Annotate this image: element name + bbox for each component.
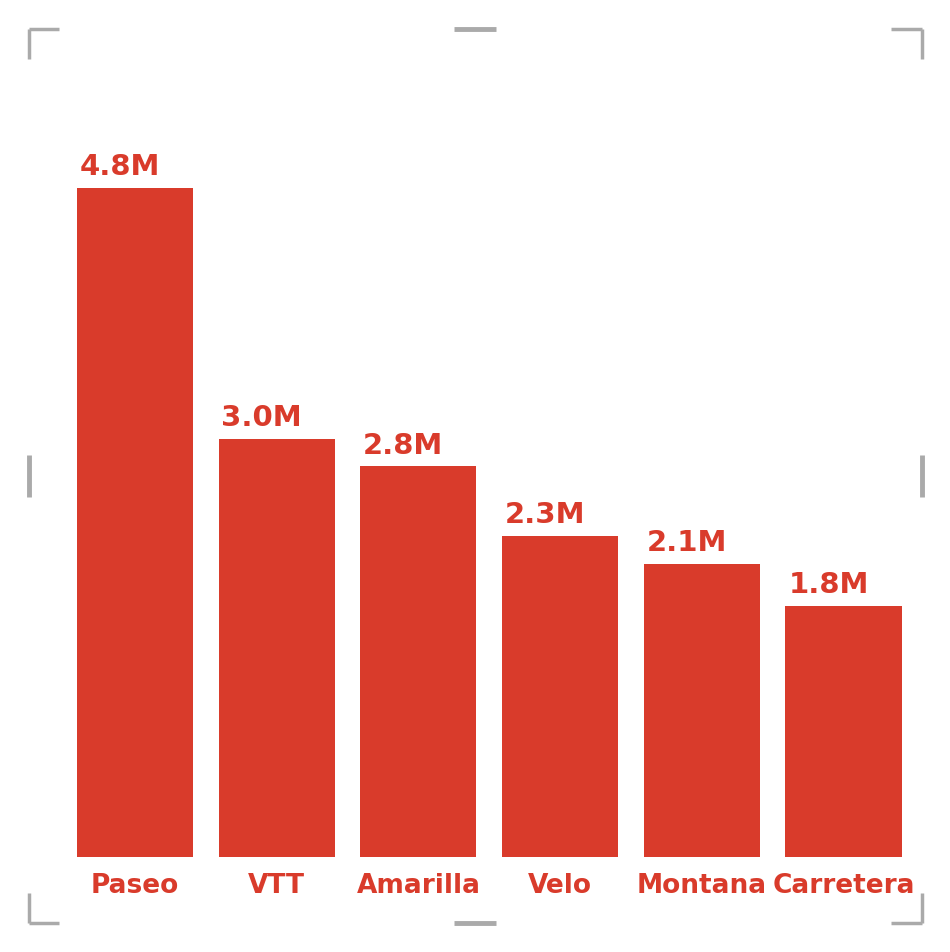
Text: 2.3M: 2.3M <box>504 501 585 529</box>
Bar <box>218 439 334 857</box>
Text: 2.1M: 2.1M <box>647 529 727 557</box>
Text: 3.0M: 3.0M <box>221 404 302 431</box>
Bar <box>502 536 618 857</box>
Text: 2.8M: 2.8M <box>363 431 444 460</box>
Bar <box>644 564 760 857</box>
Text: 4.8M: 4.8M <box>80 152 161 181</box>
Bar <box>360 466 477 857</box>
Text: 1.8M: 1.8M <box>788 571 869 599</box>
Bar <box>77 188 193 857</box>
Bar <box>786 605 902 857</box>
